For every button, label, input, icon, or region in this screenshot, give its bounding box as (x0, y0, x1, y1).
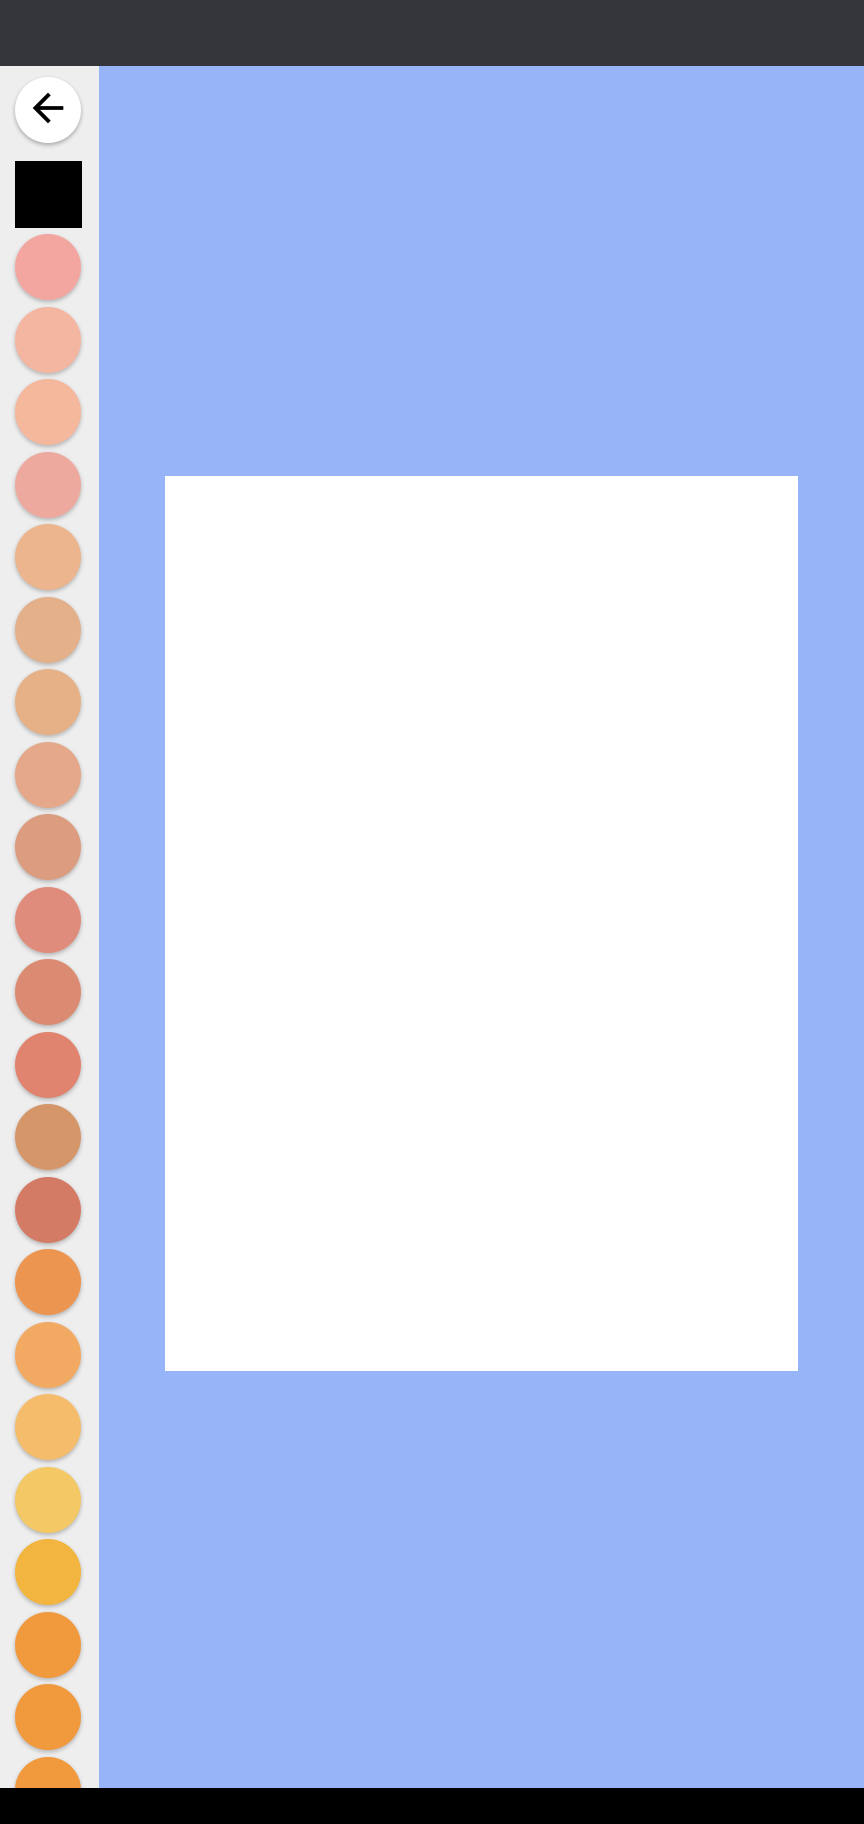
color-swatch-black-selected[interactable] (15, 161, 82, 228)
color-palette-sidebar[interactable] (0, 66, 99, 1788)
color-swatch[interactable] (15, 596, 81, 663)
color-swatch[interactable] (15, 1756, 81, 1788)
color-swatch[interactable] (15, 1249, 81, 1315)
color-swatch[interactable] (15, 1104, 81, 1170)
color-swatch[interactable] (15, 1176, 81, 1243)
color-swatch[interactable] (15, 1611, 81, 1678)
color-swatch[interactable] (15, 524, 81, 590)
back-button[interactable] (15, 77, 81, 143)
color-swatch[interactable] (15, 234, 81, 300)
color-swatch[interactable] (15, 1394, 81, 1460)
color-swatch[interactable] (15, 451, 81, 518)
color-swatch[interactable] (15, 1466, 81, 1533)
color-swatch[interactable] (15, 306, 81, 373)
color-swatch[interactable] (15, 1031, 81, 1098)
color-swatch[interactable] (15, 886, 81, 953)
color-swatch[interactable] (15, 814, 81, 880)
color-swatch[interactable] (15, 1321, 81, 1388)
color-swatch[interactable] (15, 1539, 81, 1605)
arrow-left-icon (25, 85, 71, 135)
navigation-bar (0, 1788, 864, 1824)
color-swatch[interactable] (15, 379, 81, 445)
canvas-area[interactable] (99, 66, 864, 1788)
color-swatch[interactable] (15, 959, 81, 1025)
color-swatch[interactable] (15, 741, 81, 808)
drawing-page[interactable] (165, 476, 798, 1371)
status-bar (0, 0, 864, 66)
color-swatch[interactable] (15, 669, 81, 735)
color-swatch[interactable] (15, 1684, 81, 1750)
